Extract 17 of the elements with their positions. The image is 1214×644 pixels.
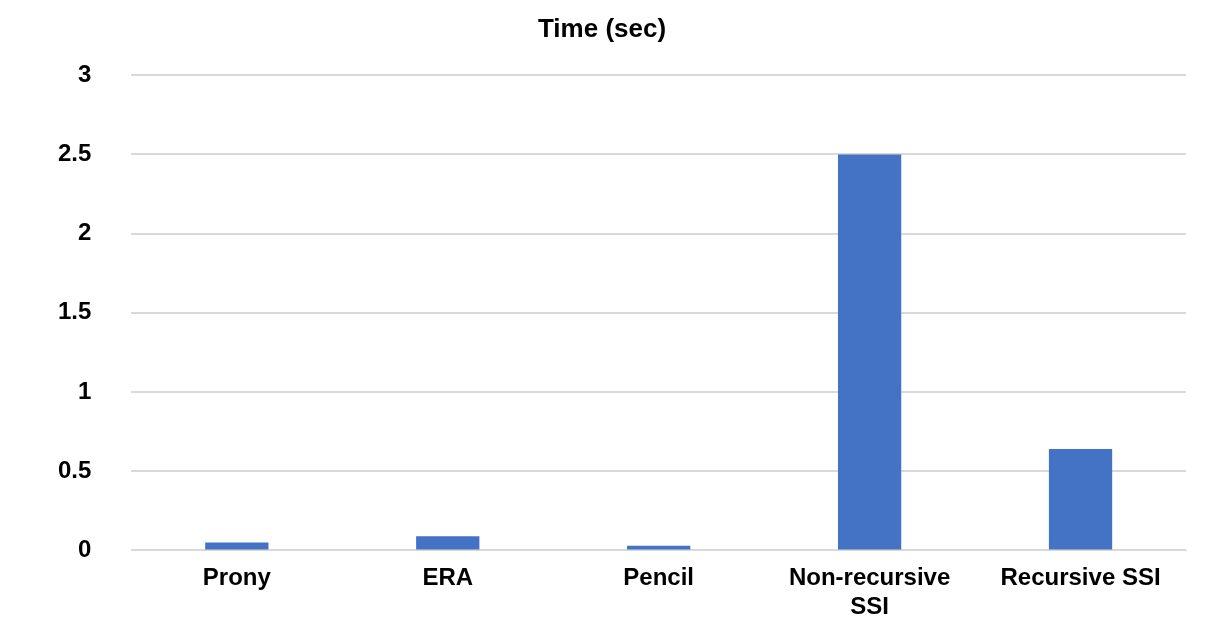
- y-tick-label: 3: [78, 59, 92, 87]
- bar: [416, 536, 480, 550]
- y-tick-label: 1.5: [57, 297, 92, 325]
- y-tick-label: 2: [78, 218, 92, 246]
- x-tick-label: ERA: [422, 563, 474, 591]
- y-tick-label: 0: [78, 535, 92, 563]
- bar: [837, 154, 902, 550]
- y-tick-label: 0.5: [57, 455, 92, 483]
- bar: [205, 542, 269, 550]
- x-tick-label: Non-recursive SSI: [788, 563, 951, 620]
- bar: [1048, 449, 1113, 550]
- y-tick-label: 2.5: [57, 139, 92, 167]
- x-tick-label: Prony: [202, 563, 272, 591]
- chart-title: Time (sec): [537, 12, 667, 43]
- x-tick-label: Pencil: [623, 563, 695, 591]
- y-tick-label: 1: [78, 376, 92, 404]
- x-tick-label: Recursive SSI: [1000, 563, 1161, 591]
